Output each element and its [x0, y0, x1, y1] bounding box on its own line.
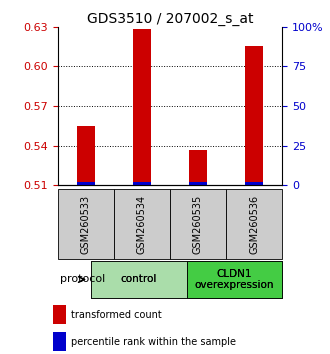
Bar [58, 189, 114, 259]
Text: GSM260533: GSM260533 [81, 195, 91, 254]
Text: percentile rank within the sample: percentile rank within the sample [71, 337, 236, 347]
Text: GSM260535: GSM260535 [193, 194, 203, 254]
Text: transformed count: transformed count [71, 310, 162, 320]
Bar [187, 261, 282, 298]
Bar [226, 189, 282, 259]
Bar [53, 306, 66, 324]
Text: CLDN1
overexpression: CLDN1 overexpression [195, 269, 274, 290]
Bar [187, 261, 282, 298]
Text: protocol: protocol [60, 274, 105, 285]
Bar [245, 182, 263, 185]
Text: GSM260536: GSM260536 [249, 195, 259, 254]
Bar [133, 29, 151, 185]
Bar [53, 332, 66, 350]
Bar [77, 182, 95, 185]
Text: CLDN1
overexpression: CLDN1 overexpression [195, 269, 274, 290]
Text: GSM260534: GSM260534 [137, 195, 147, 254]
Bar [189, 150, 207, 185]
Bar [245, 46, 263, 185]
Bar [189, 182, 207, 185]
Bar [77, 126, 95, 185]
Title: GDS3510 / 207002_s_at: GDS3510 / 207002_s_at [87, 12, 253, 25]
Bar [91, 261, 187, 298]
Bar [170, 189, 226, 259]
Bar [91, 261, 187, 298]
Bar [114, 189, 170, 259]
Bar [133, 182, 151, 185]
Text: control: control [121, 274, 157, 285]
Text: control: control [121, 274, 157, 285]
